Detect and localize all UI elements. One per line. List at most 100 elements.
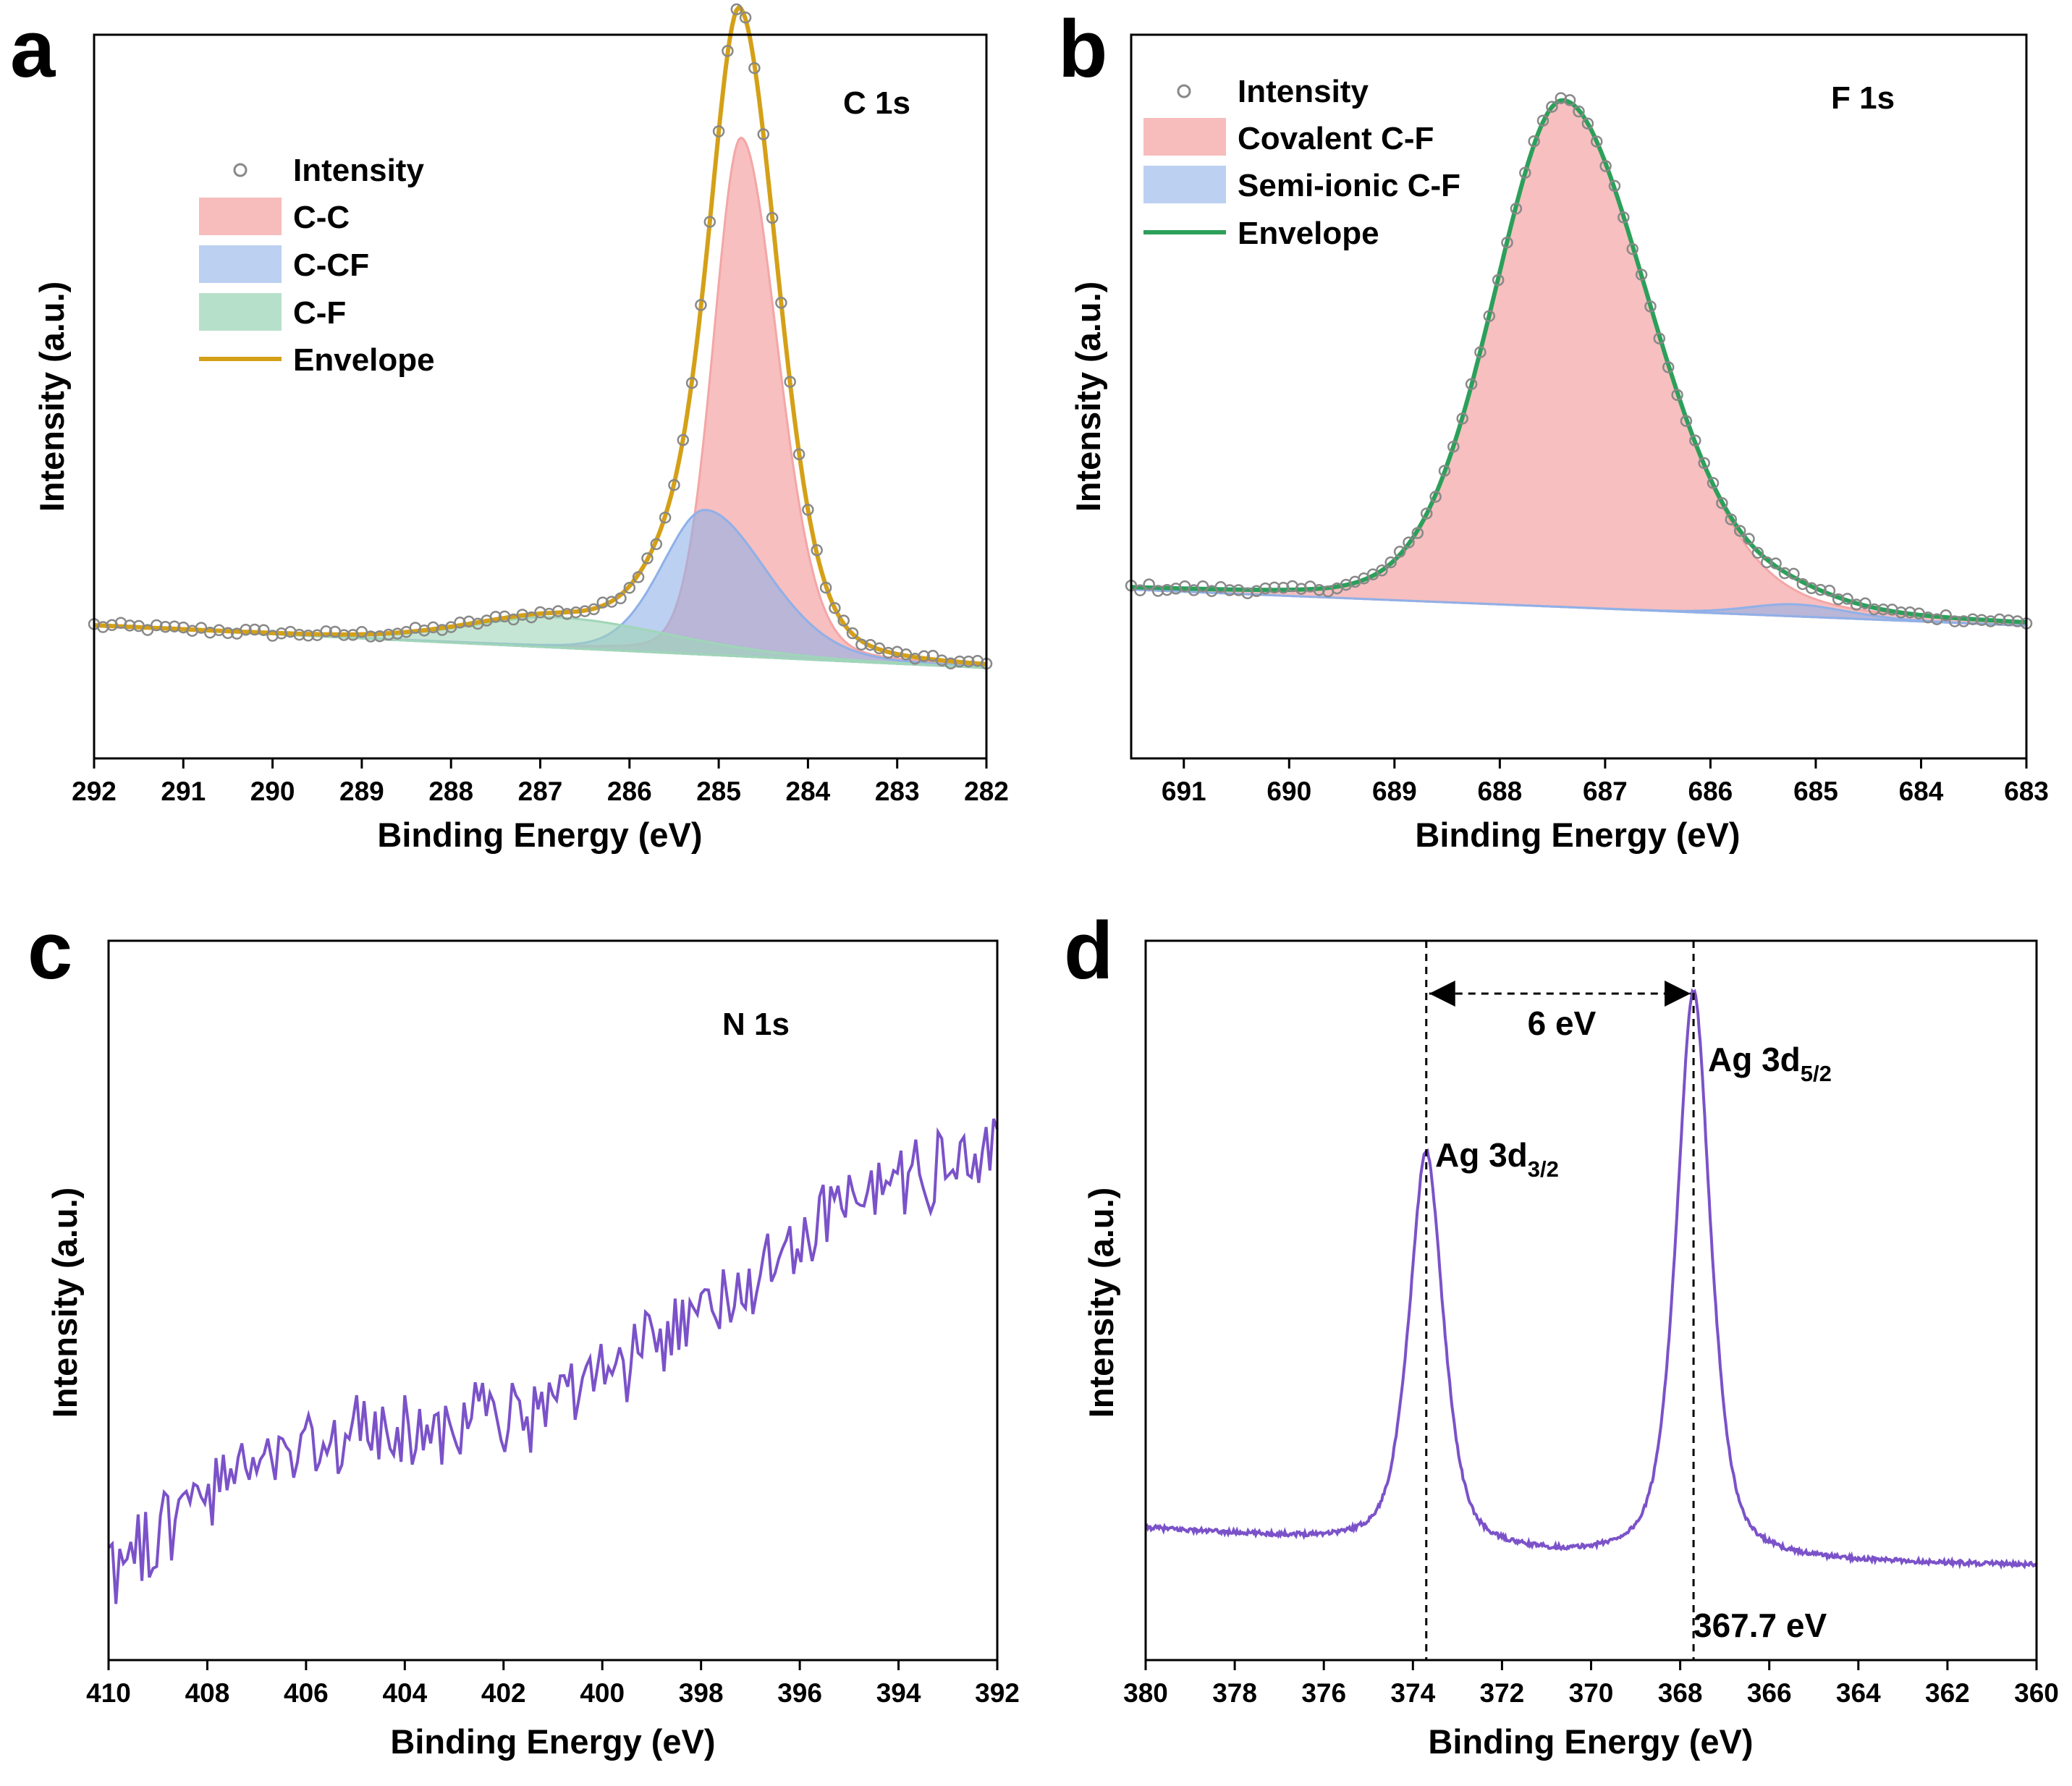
panel-d-frame bbox=[1144, 939, 2038, 1662]
intensity-point bbox=[1841, 593, 1853, 605]
legend-marker-intensity bbox=[1177, 84, 1191, 98]
n1s-spectrum-line bbox=[107, 1118, 999, 1604]
envelope-line bbox=[93, 4, 987, 666]
intensity-point bbox=[766, 211, 779, 224]
intensity-point bbox=[775, 297, 787, 309]
intensity-point bbox=[1456, 412, 1468, 425]
intensity-point bbox=[1403, 536, 1415, 549]
legend-swatch-covalent-c-f bbox=[1143, 118, 1226, 156]
intensity-point bbox=[748, 62, 761, 75]
intensity-point bbox=[1519, 166, 1531, 179]
legend-label-c-c: C-C bbox=[293, 200, 350, 235]
x-tick-label: 290 bbox=[250, 776, 295, 806]
intensity-point bbox=[1483, 310, 1496, 322]
x-tick-label: 410 bbox=[86, 1678, 131, 1708]
intensity-point bbox=[364, 630, 377, 643]
intensity-point bbox=[650, 538, 663, 551]
intensity-point bbox=[614, 592, 627, 605]
panel-c-x-ticks: 410 408 406 404 402 400 398 396 394 392 bbox=[86, 1660, 1020, 1708]
intensity-point bbox=[1393, 546, 1406, 558]
x-tick-label: 408 bbox=[185, 1678, 230, 1708]
panel-d: 380 378 376 374 372 370 368 366 364 362 360 Bindin… bbox=[1082, 939, 2059, 1761]
intensity-point bbox=[953, 655, 966, 668]
x-tick-label: 690 bbox=[1267, 776, 1311, 806]
intensity-point bbox=[837, 614, 850, 627]
intensity-point bbox=[258, 624, 270, 636]
intensity-point bbox=[1223, 584, 1236, 596]
intensity-point bbox=[195, 622, 208, 634]
intensity-point bbox=[792, 448, 805, 460]
x-tick-label: 400 bbox=[580, 1678, 625, 1708]
intensity-point bbox=[632, 571, 645, 583]
intensity-point bbox=[1268, 581, 1281, 594]
panel-c: 410 408 406 404 402 400 398 396 394 392 N 1s Bind… bbox=[46, 939, 1020, 1761]
x-tick-label: 398 bbox=[679, 1678, 724, 1708]
intensity-point bbox=[221, 627, 234, 640]
intensity-point bbox=[677, 433, 690, 446]
legend-label-semi-ionic-c-f: Semi-ionic C-F bbox=[1238, 168, 1460, 203]
x-tick-label: 288 bbox=[428, 776, 473, 806]
intensity-point bbox=[293, 628, 305, 641]
intensity-point bbox=[703, 216, 716, 228]
panel-c-y-axis-label: Intensity (a.u.) bbox=[46, 1188, 84, 1418]
panel-d-x-axis-label: Binding Energy (eV) bbox=[1428, 1722, 1753, 1761]
intensity-point bbox=[1618, 211, 1630, 224]
panel-b-x-axis-label: Binding Energy (eV) bbox=[1415, 816, 1740, 854]
x-tick-label: 289 bbox=[339, 776, 384, 806]
intensity-point bbox=[1823, 584, 1836, 597]
intensity-point bbox=[1662, 361, 1675, 373]
x-tick-label: 378 bbox=[1212, 1678, 1257, 1708]
panel-b-title: F 1s bbox=[1831, 80, 1895, 116]
legend-label-covalent-c-f: Covalent C-F bbox=[1238, 121, 1434, 156]
panel-letter-c: c bbox=[28, 905, 72, 996]
intensity-point bbox=[1940, 609, 1952, 622]
intensity-point bbox=[1653, 332, 1666, 344]
x-tick-label: 687 bbox=[1583, 776, 1628, 806]
intensity-point bbox=[1626, 242, 1638, 255]
intensity-point bbox=[1510, 203, 1523, 215]
x-tick-label: 285 bbox=[696, 776, 741, 806]
intensity-point bbox=[623, 582, 636, 594]
intensity-point bbox=[1465, 378, 1478, 391]
peak-position-label: 367.7 eV bbox=[1693, 1607, 1827, 1644]
intensity-point bbox=[373, 630, 386, 643]
intensity-point bbox=[659, 511, 672, 524]
intensity-point bbox=[1151, 585, 1164, 597]
intensity-point bbox=[240, 624, 252, 636]
legend-marker-intensity bbox=[233, 163, 248, 177]
intensity-point bbox=[641, 552, 654, 564]
x-tick-label: 394 bbox=[876, 1678, 921, 1708]
intensity-point bbox=[1573, 105, 1585, 118]
intensity-point bbox=[1975, 614, 1988, 627]
peak-label-ag-3d32-main: Ag 3d bbox=[1435, 1136, 1528, 1174]
intensity-point bbox=[1134, 584, 1146, 597]
intensity-point bbox=[1411, 527, 1424, 539]
intensity-point bbox=[1680, 415, 1693, 428]
intensity-point bbox=[1788, 567, 1800, 580]
panel-a-x-axis-label: Binding Energy (eV) bbox=[377, 816, 702, 854]
intensity-point bbox=[1313, 584, 1326, 596]
intensity-point bbox=[1859, 597, 1872, 610]
intensity-point bbox=[1716, 496, 1728, 509]
intensity-point bbox=[1376, 564, 1388, 577]
x-tick-label: 689 bbox=[1372, 776, 1417, 806]
intensity-point bbox=[926, 649, 939, 662]
intensity-point bbox=[159, 621, 172, 633]
intensity-point bbox=[1832, 593, 1845, 606]
intensity-point bbox=[596, 596, 609, 609]
legend-label-envelope: Envelope bbox=[1238, 216, 1379, 251]
ag3d-spectrum-line bbox=[1144, 988, 2038, 1570]
intensity-point bbox=[1644, 300, 1657, 313]
panel-d-x-ticks: 380 378 376 374 372 370 368 366 364 362 360 bbox=[1123, 1660, 2059, 1708]
x-tick-label: 372 bbox=[1480, 1678, 1525, 1708]
panel-b-y-axis-label: Intensity (a.u.) bbox=[1069, 282, 1107, 512]
intensity-point bbox=[1814, 583, 1827, 596]
x-tick-label: 691 bbox=[1162, 776, 1206, 806]
intensity-point bbox=[1903, 606, 1916, 619]
panel-c-title: N 1s bbox=[722, 1007, 790, 1042]
intensity-point bbox=[320, 625, 332, 638]
intensity-point bbox=[1850, 598, 1863, 611]
intensity-point bbox=[739, 12, 752, 24]
x-tick-label: 283 bbox=[875, 776, 920, 806]
